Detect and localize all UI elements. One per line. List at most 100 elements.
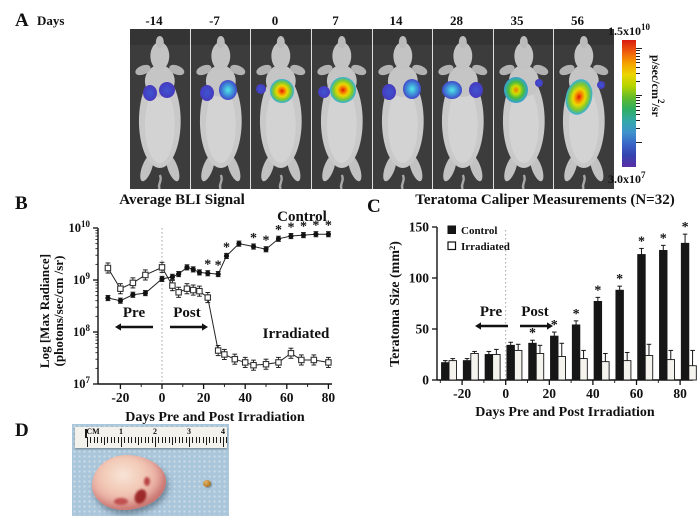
mouse-silhouette: [130, 29, 190, 189]
ruler-tick: [202, 437, 204, 443]
colorbar-tick: [636, 102, 640, 104]
data-point: [313, 231, 319, 237]
bioluminescence-spot-low: [534, 79, 543, 87]
data-point: [169, 282, 176, 289]
data-point: [275, 359, 282, 366]
irradiated-teratoma-pellet: [203, 480, 211, 487]
bioluminescence-spot-low: [381, 84, 396, 100]
colorbar-tick: [636, 55, 640, 57]
ruler-unit-label: CM: [86, 427, 100, 436]
teratoma-specimen: [92, 455, 166, 510]
ruler-tick: [97, 437, 99, 443]
ruler-tick: [206, 437, 207, 445]
colorbar-tick: [636, 72, 640, 74]
ruler-tick: [161, 437, 163, 443]
bar-control: [441, 362, 450, 381]
post-label: Post: [173, 305, 201, 321]
x-tick-label: 40: [238, 390, 252, 405]
data-point: [300, 232, 307, 238]
data-point: [196, 287, 203, 295]
panel-b-label: B: [15, 193, 28, 214]
colorbar-tick: [636, 50, 640, 52]
teratoma-caliper-chart: 0 50 100 150 -20 0 20 40 60 80 Days Pre and Post I…: [409, 220, 697, 420]
ruler-tick: [192, 437, 194, 443]
data-point: [196, 269, 203, 276]
ruler-tick: [134, 437, 136, 443]
ruler: CM 1 2 3 4: [75, 427, 228, 448]
bioluminescence-spot-mid: [402, 79, 421, 99]
significance-star: *: [660, 231, 667, 246]
significance-star: *: [300, 220, 307, 235]
mouse-silhouette: [251, 29, 311, 189]
ruler-tick: [155, 437, 157, 447]
data-point: [204, 294, 212, 301]
y-tick-label: 1010: [69, 219, 91, 235]
significance-star: *: [223, 240, 230, 255]
bar-irradiated: [688, 365, 697, 381]
bar-irradiated: [470, 353, 479, 381]
legend: Control Irradiated: [447, 225, 510, 253]
data-point: [176, 271, 182, 277]
mouse-image-day-56: [554, 29, 614, 189]
mouse-image-day--7: [190, 29, 251, 189]
bar-control: [615, 289, 624, 381]
data-point: [310, 356, 318, 364]
colorbar-unit-label: p/sec/cm2/sr: [649, 55, 666, 117]
bioluminescence-spot-low: [159, 82, 175, 98]
data-point: [158, 264, 166, 271]
ruler-tick: [144, 437, 146, 443]
day-value-label: 0: [271, 13, 279, 28]
data-point: [325, 231, 331, 237]
bioluminescence-spot-low: [143, 85, 157, 101]
ruler-tick: [189, 437, 191, 447]
data-point: [117, 298, 123, 304]
x-tick-label: 0: [502, 386, 509, 401]
mouse-image-day-35: [493, 29, 554, 189]
bioluminescence-spot-low: [469, 82, 484, 98]
ruler-tick: [219, 437, 221, 443]
bar-irradiated: [601, 361, 610, 381]
ruler-tick: [148, 437, 150, 443]
mouse-silhouette: [372, 29, 433, 189]
data-point: [184, 264, 190, 270]
panel-a-label: A: [15, 10, 29, 31]
colorbar-tick: [636, 52, 640, 54]
day-value-label: -14: [145, 13, 163, 28]
ruler-tick: [110, 437, 112, 443]
bioluminescence-spot-low: [199, 85, 214, 101]
data-point: [241, 359, 249, 366]
ruler-tick: [138, 437, 139, 445]
ruler-tick: [182, 437, 184, 443]
bar-control: [462, 360, 472, 381]
data-point: [263, 246, 269, 252]
ruler-tick: [93, 437, 95, 443]
data-point: [236, 241, 242, 247]
data-point: [287, 350, 295, 357]
y-tick-label: 100: [409, 271, 430, 286]
teratoma-blood-mark: [143, 477, 150, 486]
pre-arrow-icon: [115, 323, 153, 331]
data-point: [250, 243, 257, 250]
x-tick-label: 80: [673, 386, 687, 401]
colorbar-tick: [636, 81, 640, 83]
colorbar-min-label: 3.0x107: [608, 170, 646, 186]
colorbar-tick: [636, 105, 640, 107]
ruler-tick: [131, 437, 133, 443]
data-point: [288, 233, 294, 239]
ruler-tick: [172, 437, 173, 445]
y-tick-label: 109: [73, 271, 91, 287]
day-value-label: 28: [450, 13, 463, 28]
ruler-edge-mark: [85, 429, 87, 438]
x-tick-label: 60: [630, 386, 644, 401]
bioluminescence-spot-low: [256, 84, 267, 94]
significance-star: *: [263, 234, 270, 249]
colorbar-tick: [636, 142, 642, 144]
data-point: [262, 360, 270, 368]
ruler-tick: [121, 437, 123, 447]
ruler-number-label: 1: [119, 427, 123, 436]
bar-control: [506, 344, 515, 381]
x-tick-label: -20: [453, 386, 471, 401]
significance-star: *: [275, 223, 282, 238]
data-point: [105, 295, 111, 301]
ruler-number-label: 3: [187, 427, 191, 436]
